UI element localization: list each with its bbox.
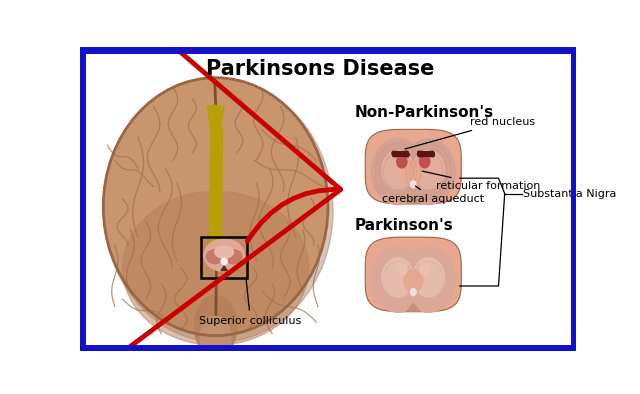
Text: Substantia Nigra: Substantia Nigra [524,189,617,199]
Text: reticular formation: reticular formation [422,171,541,191]
Ellipse shape [397,263,407,276]
Text: Parkinsons Disease: Parkinsons Disease [206,59,435,79]
Text: Non-Parkinson's: Non-Parkinson's [355,105,494,120]
Ellipse shape [371,139,425,204]
Ellipse shape [413,258,445,297]
Ellipse shape [200,316,231,359]
Polygon shape [407,303,420,311]
FancyArrowPatch shape [127,16,340,349]
Ellipse shape [206,250,223,264]
Ellipse shape [204,239,244,271]
Ellipse shape [420,155,430,168]
Ellipse shape [404,270,423,292]
Text: red nucleus: red nucleus [405,117,535,149]
Ellipse shape [402,139,455,204]
Ellipse shape [225,250,242,264]
Ellipse shape [410,289,416,296]
Text: Parkinson's: Parkinson's [355,218,454,233]
Polygon shape [365,129,461,204]
Ellipse shape [397,155,407,168]
Ellipse shape [404,162,423,184]
Ellipse shape [410,181,416,188]
Ellipse shape [402,247,455,312]
Text: Superior colliculus: Superior colliculus [200,279,301,325]
Ellipse shape [104,80,333,342]
Text: cerebral aqueduct: cerebral aqueduct [382,186,484,204]
Ellipse shape [382,150,414,190]
Ellipse shape [413,150,445,190]
Ellipse shape [382,258,414,297]
Polygon shape [365,237,461,312]
Ellipse shape [103,78,328,336]
Ellipse shape [195,295,237,357]
Ellipse shape [123,191,308,345]
Polygon shape [407,196,420,203]
Ellipse shape [215,246,234,258]
Ellipse shape [371,247,425,312]
Bar [201,237,248,278]
Circle shape [221,258,227,264]
Ellipse shape [420,263,430,276]
Polygon shape [221,266,227,271]
